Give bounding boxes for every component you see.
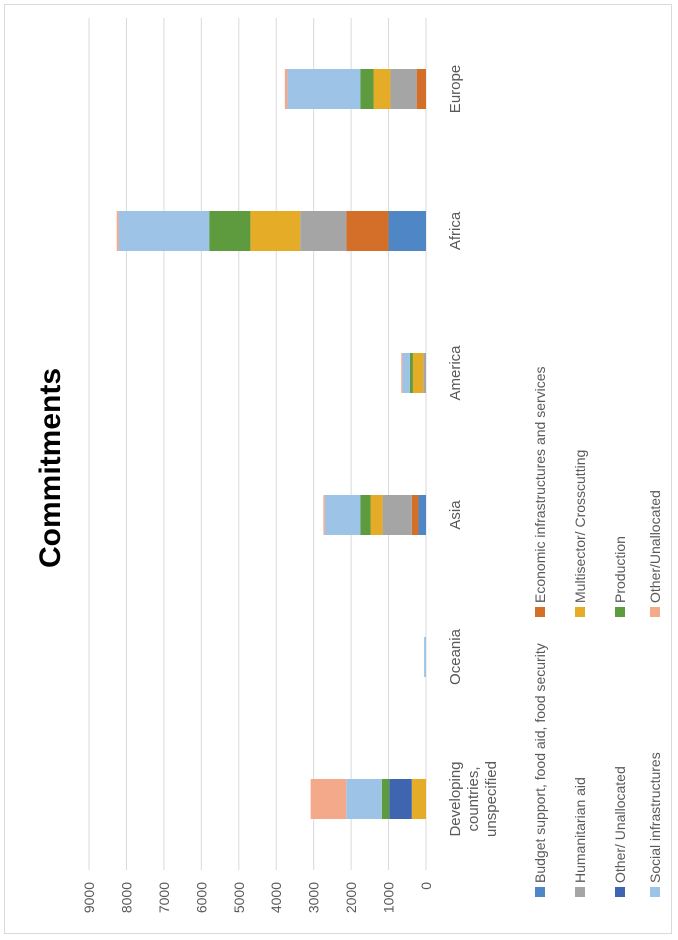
bar-segment <box>411 495 419 535</box>
bars <box>116 69 426 819</box>
bar-segment <box>409 353 413 393</box>
legend-label: Social infrastructures <box>647 752 663 883</box>
bar-segment <box>324 495 361 535</box>
legend-swatch <box>650 887 660 897</box>
value-tick-label: 7000 <box>156 882 172 913</box>
bar-segment <box>423 353 426 393</box>
bar-segment <box>416 69 426 109</box>
gridlines <box>88 18 427 870</box>
legend-swatch <box>575 607 585 617</box>
value-tick-label: 9000 <box>81 882 97 913</box>
bar-segment <box>370 495 383 535</box>
category-label-line: countries, <box>465 766 482 831</box>
value-tick-label: 0 <box>418 882 434 890</box>
bar-segment <box>390 69 417 109</box>
category-label-line: Developing <box>447 761 464 836</box>
bar-segment <box>300 211 347 251</box>
legend-label: Production <box>612 536 628 603</box>
category-label: Developingcountries,unspecified <box>447 761 500 837</box>
bar-segment <box>373 69 391 109</box>
bar-segment <box>116 211 119 251</box>
bar-segment <box>287 69 361 109</box>
chart-frame <box>4 4 672 934</box>
bar-segment <box>388 211 426 251</box>
legend-label: Humanitarian aid <box>572 777 588 883</box>
value-tick-label: 6000 <box>193 882 209 913</box>
legend-label: Economic infrastructures and services <box>532 366 548 603</box>
category-label-line: unspecified <box>483 761 500 837</box>
bar-segment <box>418 495 426 535</box>
legend-swatch <box>650 607 660 617</box>
bar-segment <box>310 779 347 819</box>
legend-swatch <box>575 887 585 897</box>
bar-segment <box>360 495 371 535</box>
legend: Budget support, food aid, food security E… <box>532 366 663 897</box>
value-tick-label: 5000 <box>231 882 247 913</box>
legend-swatch <box>535 887 545 897</box>
category-axis: Europe Africa America Asia Oceania Developing… <box>447 65 500 837</box>
bar-segment <box>402 353 410 393</box>
legend-label: Budget support, food aid, food security <box>532 643 548 883</box>
legend-swatch <box>535 607 545 617</box>
value-axis: 0 1000 2000 3000 4000 5000 6000 7000 8000 9000 <box>81 882 434 913</box>
legend-label: Other/ Unallocated <box>612 766 628 883</box>
bar-segment <box>424 637 426 677</box>
chart-title: Commitments <box>34 368 67 568</box>
legend-swatch <box>615 607 625 617</box>
bar-segment <box>360 69 374 109</box>
category-label: Oceania <box>447 628 464 685</box>
category-label: America <box>447 345 464 401</box>
value-tick-label: 2000 <box>343 882 359 913</box>
bar-segment <box>118 211 210 251</box>
value-tick-label: 8000 <box>118 882 134 913</box>
bar-segment <box>412 353 424 393</box>
bar-segment <box>250 211 301 251</box>
value-tick-label: 3000 <box>306 882 322 913</box>
value-tick-label: 4000 <box>268 882 284 913</box>
category-label: Europe <box>447 65 464 113</box>
bar-segment <box>381 779 390 819</box>
bar-segment <box>209 211 251 251</box>
bar-segment <box>401 353 403 393</box>
legend-label: Multisector/ Crosscutting <box>572 450 588 603</box>
legend-swatch <box>615 887 625 897</box>
bar-segment <box>389 779 412 819</box>
bar-segment <box>346 779 382 819</box>
bar-segment <box>411 779 426 819</box>
bar-segment <box>346 211 389 251</box>
legend-label: Other/Unallocated <box>647 490 663 603</box>
category-label: Africa <box>447 211 464 250</box>
category-label: Asia <box>447 500 464 530</box>
bar-segment <box>284 69 288 109</box>
bar-segment <box>323 495 325 535</box>
value-tick-label: 1000 <box>381 882 397 913</box>
bar-segment <box>382 495 412 535</box>
